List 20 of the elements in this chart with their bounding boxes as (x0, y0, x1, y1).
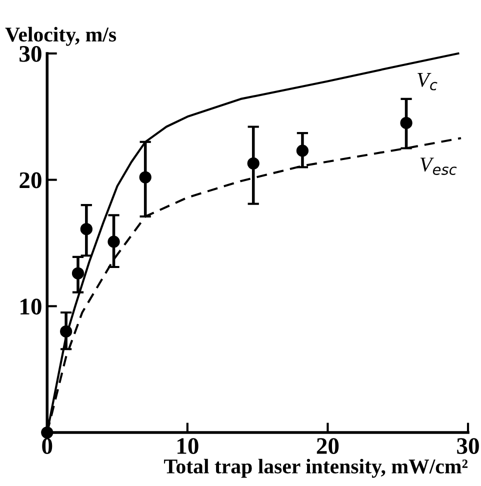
series-label: V$_{c}$ (418, 73, 438, 90)
x-axis-title: Total trap laser intensity, mW/cm² (164, 458, 468, 478)
x-tick-label: 0 (42, 438, 52, 454)
x-tick-label: 30 (457, 438, 479, 454)
point (400, 116, 412, 130)
point (72, 267, 84, 280)
point (296, 144, 309, 157)
x-tick-label: 20 (316, 438, 339, 454)
series-label: V$_{esc}$ (420, 158, 457, 175)
point (139, 171, 152, 184)
point (60, 325, 72, 338)
point (108, 236, 120, 248)
x-tick-label: 10 (178, 438, 198, 454)
y-tick-label: 10 (20, 298, 42, 315)
point (41, 426, 54, 439)
y-tick-label: 20 (20, 172, 42, 188)
point (247, 157, 260, 170)
point (80, 223, 92, 236)
y-axis-title: Velocity, m/s (5, 26, 116, 46)
y-tick-label: 30 (20, 46, 42, 62)
